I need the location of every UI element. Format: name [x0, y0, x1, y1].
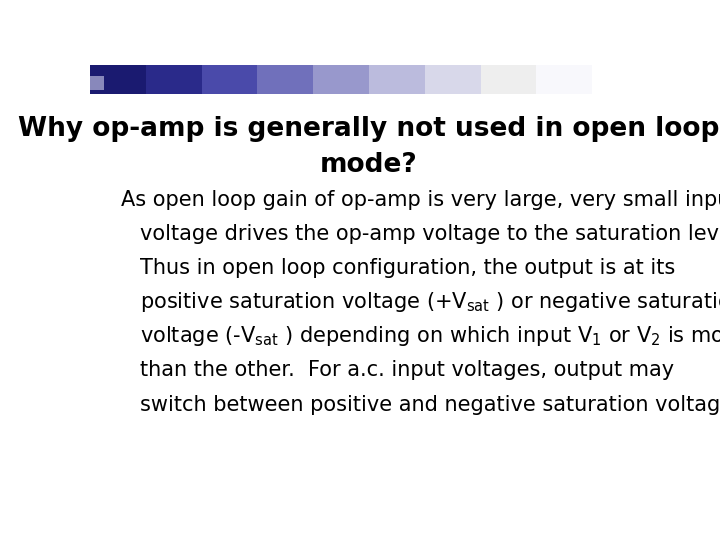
Bar [145, 65, 202, 94]
Text: than the other.  For a.c. input voltages, output may: than the other. For a.c. input voltages,… [140, 360, 675, 380]
Bar [536, 65, 593, 94]
Text: Why op-amp is generally not used in open loop: Why op-amp is generally not used in open… [18, 116, 720, 142]
Bar [96, 68, 111, 81]
Bar [90, 65, 145, 94]
Text: voltage drives the op-amp voltage to the saturation level.: voltage drives the op-amp voltage to the… [140, 224, 720, 244]
Bar [593, 65, 648, 94]
Bar [313, 65, 369, 94]
Text: mode?: mode? [320, 152, 418, 178]
Bar [90, 77, 104, 90]
Bar [369, 65, 425, 94]
Text: switch between positive and negative saturation voltages: switch between positive and negative sat… [140, 395, 720, 415]
Text: positive saturation voltage (+V$_{\mathregular{sat}}$ ) or negative saturation: positive saturation voltage (+V$_{\mathr… [140, 290, 720, 314]
Bar [481, 65, 536, 94]
Text: voltage (-V$_{\mathregular{sat}}$ ) depending on which input V$_{\mathregular{1}: voltage (-V$_{\mathregular{sat}}$ ) depe… [140, 325, 720, 348]
Text: As open loop gain of op-amp is very large, very small input: As open loop gain of op-amp is very larg… [121, 190, 720, 210]
Bar [258, 65, 313, 94]
Bar [202, 65, 258, 94]
Bar [425, 65, 481, 94]
Text: Thus in open loop configuration, the output is at its: Thus in open loop configuration, the out… [140, 258, 675, 278]
